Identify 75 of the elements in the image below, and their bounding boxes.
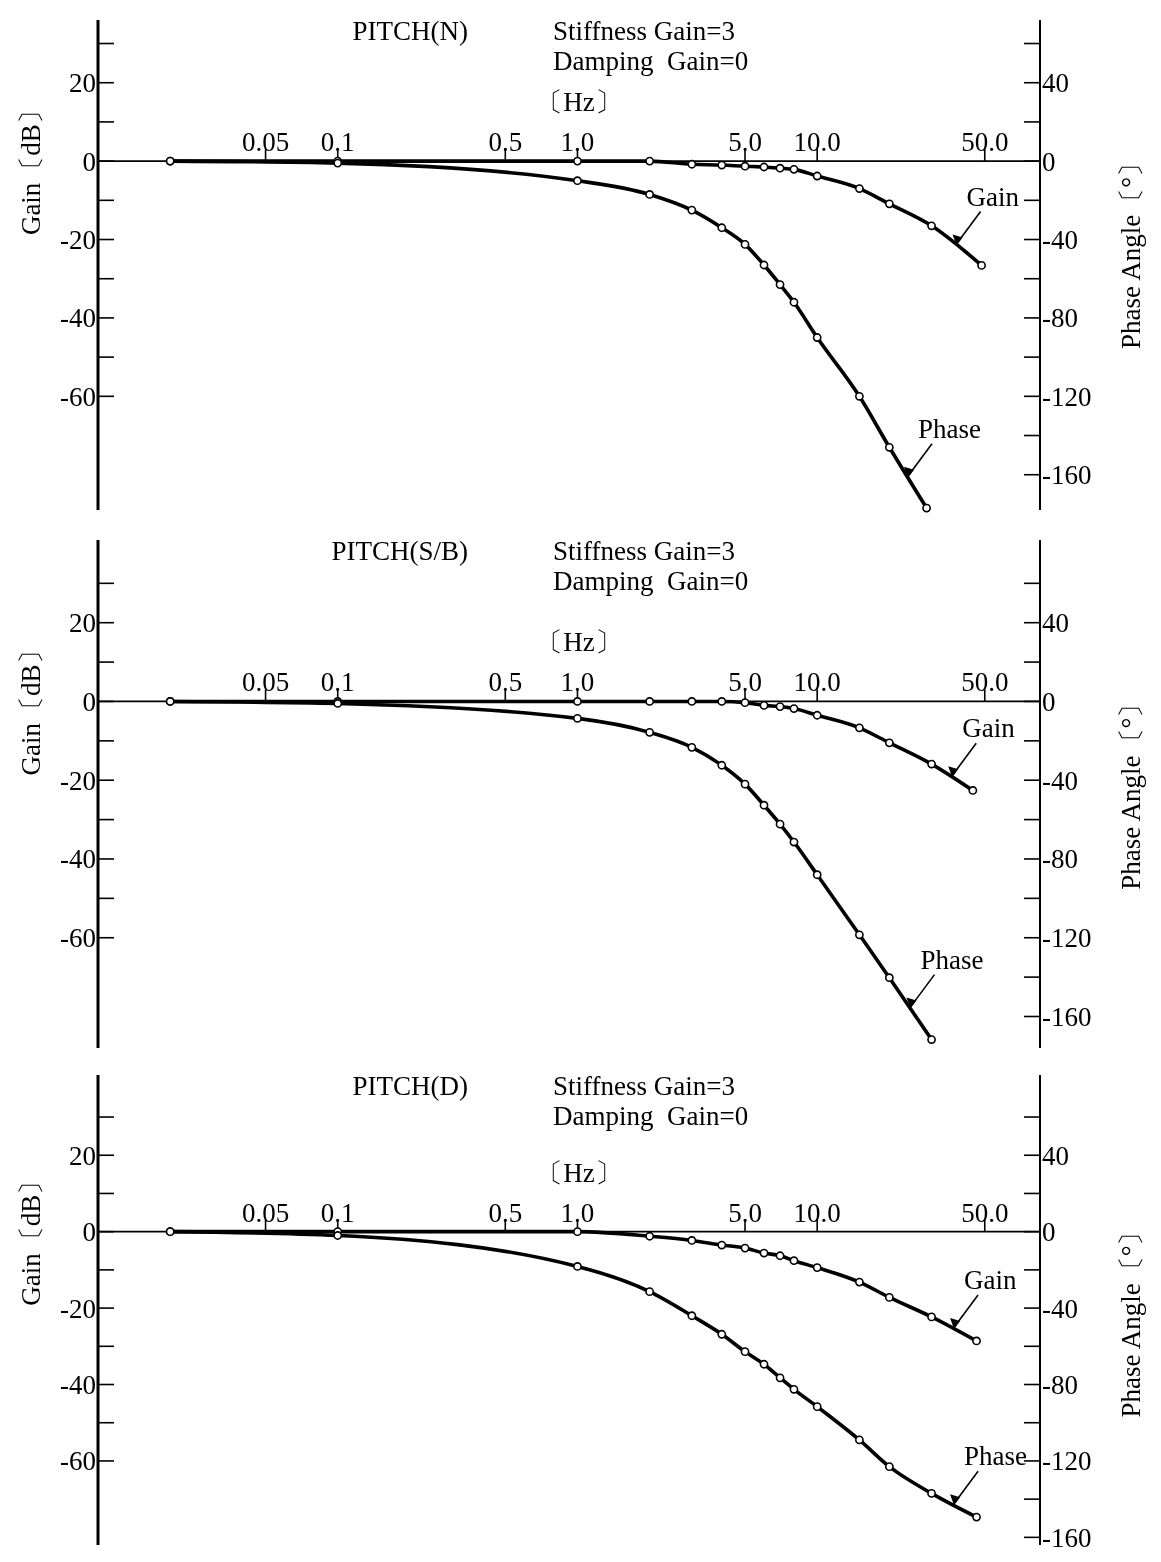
y2-axis-title: Phase Angle〔°〕 bbox=[1116, 690, 1146, 890]
y2-tick-label: -80 bbox=[1042, 1369, 1078, 1400]
x-tick-label: 0.1 bbox=[320, 667, 355, 698]
y2-axis-title: Phase Angle〔°〕 bbox=[1116, 1218, 1146, 1418]
y2-tick-label: -80 bbox=[1042, 844, 1078, 875]
x-tick-label: 0.5 bbox=[488, 667, 523, 698]
y-tick-label: -40 bbox=[60, 844, 96, 875]
x-tick-label: 5.0 bbox=[728, 127, 762, 158]
y2-tick-label: -80 bbox=[1042, 303, 1078, 334]
y-tick-label: -20 bbox=[60, 765, 96, 796]
x-tick-label: 1.0 bbox=[560, 127, 595, 158]
y2-tick-label: -120 bbox=[1042, 381, 1092, 412]
x-tick-label: 10.0 bbox=[793, 127, 841, 158]
y2-tick-label: -40 bbox=[1042, 224, 1078, 255]
y-tick-label: -40 bbox=[60, 303, 96, 334]
y-tick-label: -20 bbox=[60, 224, 96, 255]
y-tick-label: -60 bbox=[60, 1446, 96, 1477]
y-tick-label: -60 bbox=[60, 381, 96, 412]
x-tick-label: 0.5 bbox=[488, 127, 523, 158]
legend-label: Gain bbox=[966, 181, 1020, 212]
y-axis-title: Gain〔dB〕 bbox=[16, 1167, 46, 1306]
y-tick-label: -20 bbox=[60, 1293, 96, 1324]
x-tick-label: 50.0 bbox=[961, 667, 1009, 698]
x-tick-label: 0.05 bbox=[241, 1197, 290, 1228]
chart-subtitle: Stiffness Gain=3 Damping Gain=0 bbox=[553, 1071, 749, 1131]
x-tick-label: 1.0 bbox=[560, 1197, 595, 1228]
y2-tick-label: 40 bbox=[1042, 608, 1069, 639]
y2-tick-label: 0 bbox=[1042, 686, 1056, 717]
x-tick-label: 50.0 bbox=[961, 1197, 1009, 1228]
y2-tick-label: -120 bbox=[1042, 923, 1092, 954]
x-axis-title: 〔Hz〕 bbox=[536, 1157, 622, 1188]
x-tick-label: 10.0 bbox=[793, 1197, 841, 1228]
y2-tick-label: -160 bbox=[1042, 460, 1092, 491]
y-tick-label: 0 bbox=[82, 1217, 96, 1248]
chart-title: PITCH(D) bbox=[352, 1071, 468, 1101]
chart-subtitle: Stiffness Gain=3 Damping Gain=0 bbox=[553, 536, 749, 596]
chart-title: PITCH(N) bbox=[352, 16, 468, 46]
x-tick-label: 10.0 bbox=[793, 667, 841, 698]
x-tick-label: 0.5 bbox=[488, 1197, 523, 1228]
x-axis-title: 〔Hz〕 bbox=[536, 87, 622, 118]
x-tick-label: 0.1 bbox=[320, 1197, 355, 1228]
x-tick-label: 0.05 bbox=[241, 667, 290, 698]
y-tick-label: 20 bbox=[69, 608, 96, 639]
y2-tick-label: -160 bbox=[1042, 1001, 1092, 1032]
y2-tick-label: -40 bbox=[1042, 1293, 1078, 1324]
y2-tick-label: 0 bbox=[1042, 1217, 1056, 1248]
x-tick-label: 1.0 bbox=[560, 667, 595, 698]
y2-tick-label: 0 bbox=[1042, 146, 1056, 177]
y2-tick-label: 40 bbox=[1042, 1140, 1069, 1171]
y2-tick-label: 40 bbox=[1042, 68, 1069, 99]
legend-label: Gain bbox=[962, 713, 1016, 744]
y-axis-title: Gain〔dB〕 bbox=[16, 97, 46, 236]
x-tick-label: 5.0 bbox=[728, 667, 762, 698]
legend-label: Phase bbox=[917, 413, 981, 444]
y-tick-label: 20 bbox=[69, 68, 96, 99]
legend-label: Phase bbox=[920, 944, 984, 975]
x-tick-label: 5.0 bbox=[728, 1197, 762, 1228]
y2-axis-title: Phase Angle〔°〕 bbox=[1116, 150, 1146, 350]
y-tick-label: -40 bbox=[60, 1369, 96, 1400]
legend-label: Gain bbox=[964, 1264, 1018, 1295]
y2-tick-label: -160 bbox=[1042, 1522, 1092, 1553]
y-tick-label: 20 bbox=[69, 1140, 96, 1171]
legend-label: Phase bbox=[964, 1441, 1028, 1472]
y-axis-title: Gain〔dB〕 bbox=[16, 637, 46, 776]
x-tick-label: 0.1 bbox=[320, 127, 355, 158]
x-axis-title: 〔Hz〕 bbox=[536, 627, 622, 658]
chart-subtitle: Stiffness Gain=3 Damping Gain=0 bbox=[553, 16, 749, 76]
y2-tick-label: -40 bbox=[1042, 765, 1078, 796]
y-tick-label: 0 bbox=[82, 146, 96, 177]
y-tick-label: -60 bbox=[60, 923, 96, 954]
x-tick-label: 50.0 bbox=[961, 127, 1009, 158]
y-tick-label: 0 bbox=[82, 686, 96, 717]
y2-tick-label: -120 bbox=[1042, 1446, 1092, 1477]
chart-title: PITCH(S/B) bbox=[331, 536, 468, 566]
x-tick-label: 0.05 bbox=[241, 127, 290, 158]
